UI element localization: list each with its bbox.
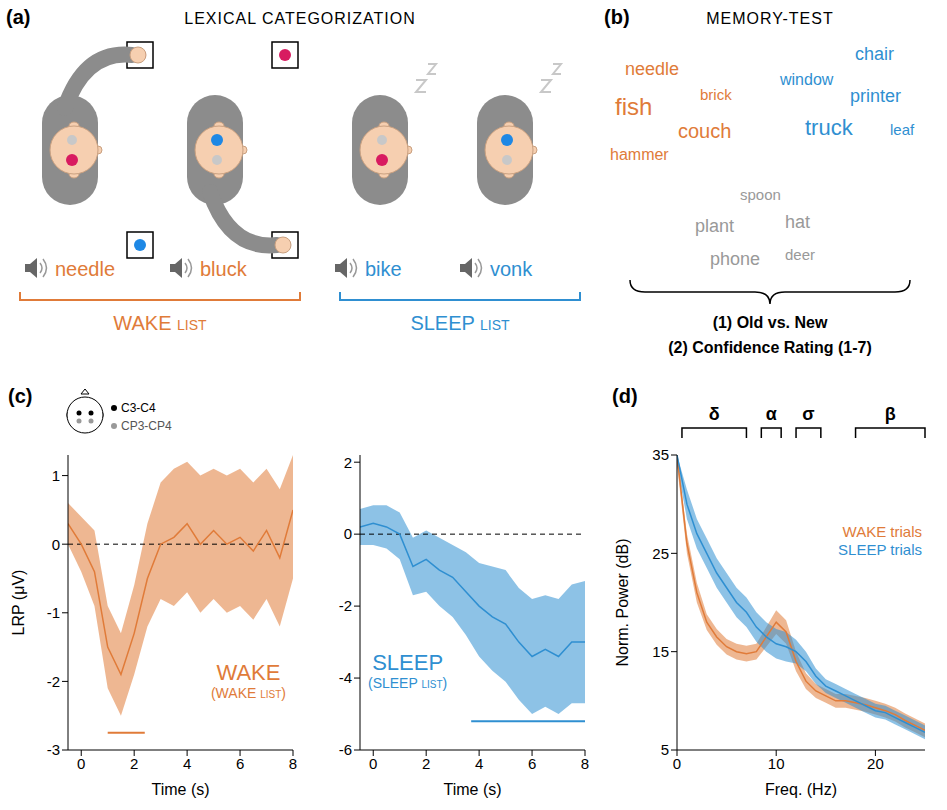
svg-text:hat: hat bbox=[785, 212, 810, 232]
svg-text:-2: -2 bbox=[47, 673, 60, 690]
svg-text:6: 6 bbox=[528, 755, 536, 772]
svg-text:-4: -4 bbox=[339, 669, 352, 686]
svg-text:Time (s): Time (s) bbox=[443, 781, 501, 798]
svg-text:truck: truck bbox=[805, 115, 854, 140]
svg-text:needle: needle bbox=[625, 59, 679, 79]
svg-text:Freq. (Hz): Freq. (Hz) bbox=[765, 781, 837, 798]
svg-text:couch: couch bbox=[678, 120, 731, 142]
html-text:(SLEEP list): (SLEEP list) bbox=[368, 675, 448, 692]
svg-text:σ: σ bbox=[802, 404, 814, 424]
svg-text:0: 0 bbox=[344, 525, 352, 542]
svg-text:20: 20 bbox=[867, 755, 884, 772]
svg-text:LRP (μV): LRP (μV) bbox=[10, 570, 27, 636]
svg-text:8: 8 bbox=[289, 755, 297, 772]
svg-text:bluck: bluck bbox=[200, 258, 248, 280]
svg-text:0: 0 bbox=[673, 755, 681, 772]
html-text:WAKE trials: WAKE trials bbox=[842, 523, 922, 540]
svg-text:phone: phone bbox=[710, 249, 760, 269]
svg-text:Time (s): Time (s) bbox=[151, 781, 209, 798]
html-text:(WAKE list): (WAKE list) bbox=[211, 685, 286, 702]
svg-text:brick: brick bbox=[700, 86, 732, 103]
svg-text:plant: plant bbox=[695, 216, 734, 236]
svg-text:CP3-CP4: CP3-CP4 bbox=[121, 419, 172, 433]
svg-text:bike: bike bbox=[365, 258, 402, 280]
svg-text:6: 6 bbox=[236, 755, 244, 772]
svg-text:δ: δ bbox=[709, 404, 720, 424]
svg-text:α: α bbox=[766, 404, 777, 424]
svg-text:-2: -2 bbox=[339, 597, 352, 614]
svg-text:(1) Old vs. New: (1) Old vs. New bbox=[713, 314, 828, 331]
svg-text:(b): (b) bbox=[604, 6, 630, 28]
svg-text:25: 25 bbox=[652, 545, 669, 562]
svg-text:window: window bbox=[779, 71, 834, 88]
svg-text:10: 10 bbox=[768, 755, 785, 772]
svg-text:8: 8 bbox=[581, 755, 589, 772]
svg-text:deer: deer bbox=[785, 246, 815, 263]
svg-text:-6: -6 bbox=[339, 741, 352, 758]
svg-text:2: 2 bbox=[130, 755, 138, 772]
svg-text:spoon: spoon bbox=[740, 186, 781, 203]
html-text:(d): (d) bbox=[612, 385, 638, 407]
svg-text:hammer: hammer bbox=[610, 146, 669, 163]
svg-text:C3-C4: C3-C4 bbox=[121, 401, 156, 415]
svg-text:(a): (a) bbox=[6, 6, 30, 28]
svg-text:chair: chair bbox=[855, 44, 894, 64]
svg-text:0: 0 bbox=[369, 755, 377, 772]
html-text:WAKE: WAKE bbox=[216, 660, 281, 685]
svg-text:Norm. Power (dB): Norm. Power (dB) bbox=[614, 538, 631, 666]
svg-text:fish: fish bbox=[615, 93, 652, 120]
svg-text:1: 1 bbox=[52, 467, 60, 484]
svg-text:leaf: leaf bbox=[890, 121, 915, 138]
svg-text:MEMORY-TEST: MEMORY-TEST bbox=[706, 10, 833, 27]
svg-text:β: β bbox=[885, 404, 896, 424]
svg-text:0: 0 bbox=[77, 755, 85, 772]
svg-text:2: 2 bbox=[344, 454, 352, 471]
svg-text:vonk: vonk bbox=[490, 258, 533, 280]
svg-text:2: 2 bbox=[422, 755, 430, 772]
svg-text:4: 4 bbox=[475, 755, 483, 772]
svg-text:WAKE list: WAKE list bbox=[113, 312, 207, 334]
svg-text:0: 0 bbox=[52, 536, 60, 553]
svg-text:35: 35 bbox=[652, 446, 669, 463]
html-text:SLEEP trials: SLEEP trials bbox=[838, 541, 922, 558]
svg-text:5: 5 bbox=[661, 741, 669, 758]
svg-text:4: 4 bbox=[183, 755, 191, 772]
svg-text:LEXICAL CATEGORIZATION: LEXICAL CATEGORIZATION bbox=[184, 10, 416, 27]
svg-text:-1: -1 bbox=[47, 604, 60, 621]
svg-text:SLEEP list: SLEEP list bbox=[410, 312, 510, 334]
html-text:SLEEP: SLEEP bbox=[372, 650, 444, 675]
svg-text:-3: -3 bbox=[47, 741, 60, 758]
svg-text:15: 15 bbox=[652, 643, 669, 660]
svg-text:(2) Confidence Rating (1-7): (2) Confidence Rating (1-7) bbox=[668, 339, 872, 356]
html-text:(c): (c) bbox=[8, 385, 33, 407]
svg-text:needle: needle bbox=[55, 258, 115, 280]
svg-text:printer: printer bbox=[850, 86, 901, 106]
